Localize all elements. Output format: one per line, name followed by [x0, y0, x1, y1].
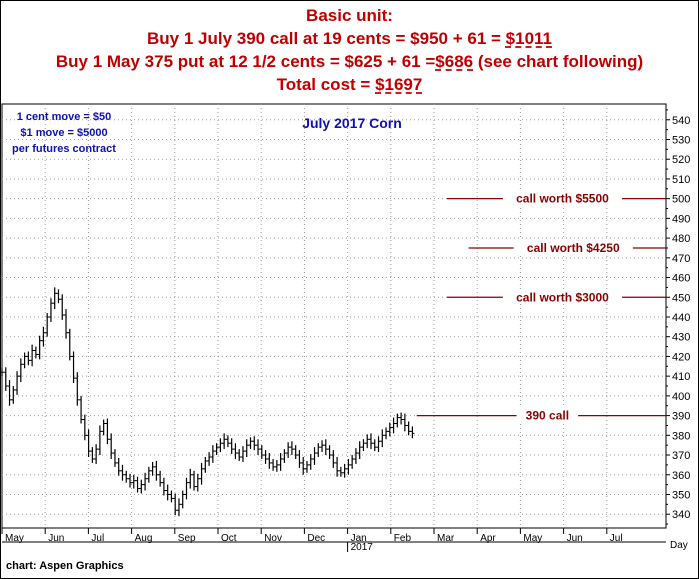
y-tick-label: 410: [672, 371, 690, 383]
x-tick-label: Sep: [178, 533, 196, 544]
header-line-2: Buy 1 July 390 call at 19 cents = $950 +…: [147, 29, 552, 48]
x-tick-label: Jul: [91, 533, 104, 544]
y-tick-label: 420: [672, 351, 690, 363]
y-tick-label: 520: [672, 154, 690, 166]
header-line-4: Total cost = $1697: [276, 75, 423, 94]
total-cost: $1697: [375, 75, 423, 94]
chart-source: chart: Aspen Graphics: [6, 560, 124, 572]
x-tick-label: May: [5, 533, 24, 544]
header-line-3: Buy 1 May 375 put at 12 1/2 cents = $625…: [55, 52, 644, 71]
level-label-bg: [513, 239, 633, 254]
x-tick-label: Mar: [437, 533, 455, 544]
x-tick-label: Oct: [221, 533, 237, 544]
y-tick-label: 370: [672, 450, 690, 462]
y-tick-label: 400: [672, 391, 690, 403]
y-tick-label: 450: [672, 292, 690, 304]
y-tick-label: 430: [672, 332, 690, 344]
y-tick-label: 490: [672, 213, 690, 225]
call-cost-total: $1011: [505, 29, 552, 48]
level-label-bg: [502, 190, 623, 205]
x-tick-label: Feb: [394, 533, 412, 544]
y-tick-label: 500: [672, 194, 690, 206]
year-label: 2017: [351, 542, 374, 553]
contract-note: per futures contract: [12, 143, 116, 155]
x-tick-label: Jan: [351, 533, 367, 544]
level-label: 390 call: [526, 409, 569, 423]
x-tick-label: May: [523, 533, 542, 544]
x-axis-unit-label: Day: [670, 540, 688, 551]
level-label: call worth $3000: [516, 290, 609, 304]
y-tick-label: 460: [672, 273, 690, 285]
y-tick-label: 510: [672, 174, 690, 186]
contract-note: $1 move = $5000: [20, 127, 107, 139]
y-tick-label: 540: [672, 115, 690, 127]
y-tick-label: 470: [672, 253, 690, 265]
x-tick-label: Nov: [264, 533, 282, 544]
put-cost-total: $686: [435, 52, 474, 71]
contract-note: 1 cent move = $50: [17, 111, 111, 123]
level-label: call worth $4250: [527, 241, 620, 255]
y-tick-label: 480: [672, 233, 690, 245]
x-tick-label: Apr: [480, 533, 496, 544]
y-tick-label: 340: [672, 509, 690, 521]
y-tick-label: 390: [672, 411, 690, 423]
y-tick-label: 440: [672, 312, 690, 324]
header-line-1: Basic unit:: [306, 6, 393, 25]
level-label-bg: [516, 407, 579, 422]
chart-title: July 2017 Corn: [302, 115, 402, 131]
plot-area: [1, 103, 667, 529]
level-label-bg: [502, 289, 623, 304]
y-tick-label: 530: [672, 134, 690, 146]
x-tick-label: Dec: [307, 533, 325, 544]
y-tick-label: 360: [672, 470, 690, 482]
y-tick-label: 380: [672, 430, 690, 442]
x-tick-label: Aug: [135, 533, 153, 544]
level-label: call worth $5500: [516, 192, 609, 206]
x-tick-label: Jun: [567, 533, 583, 544]
x-tick-label: Jul: [610, 533, 623, 544]
y-tick-label: 350: [672, 489, 690, 501]
x-tick-label: Jun: [48, 533, 64, 544]
